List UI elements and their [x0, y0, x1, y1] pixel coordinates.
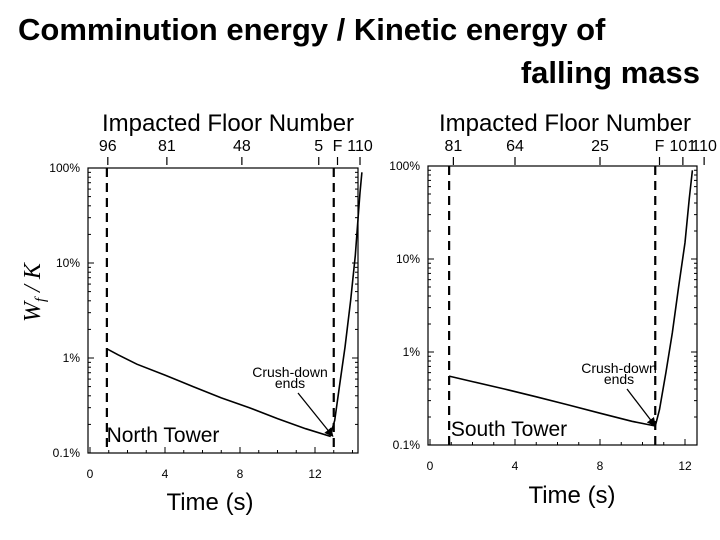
floor-tick-label: 64 [506, 138, 524, 155]
crush-down-annotation: Crush-down ends [581, 360, 656, 387]
x-tick-label: 8 [237, 467, 244, 481]
x-tick-label: 12 [308, 467, 322, 481]
plot-frame [87, 167, 359, 454]
floor-tick-label: 48 [233, 138, 251, 155]
y-tick-label: 1% [403, 345, 421, 359]
x-tick-label: 4 [162, 467, 169, 481]
y-tick-label: 100% [389, 159, 420, 173]
floor-tick-label: 110 [691, 138, 717, 155]
y-tick-label: 100% [49, 161, 80, 175]
plot-frame [427, 165, 698, 446]
x-tick-label: 12 [678, 459, 692, 473]
x-tick-label: 4 [512, 459, 519, 473]
panel-label: South Tower [451, 418, 567, 441]
annotation-arrow [297, 392, 334, 438]
x-axis-label: Time (s) [166, 489, 253, 516]
y-axis-label: Wf / K [20, 261, 49, 322]
slide-title-line2: falling mass [520, 55, 700, 90]
top-axis-label: Impacted Floor Number [102, 110, 354, 137]
y-tick-label: 0.1% [393, 438, 421, 452]
chart-panel-south: 0.1% 1% 10% 100% 0 4 8 12 81 64 25 F 101110Impacted … [389, 110, 717, 509]
top-axis-label: Impacted Floor Number [439, 110, 691, 137]
floor-tick-label: 101 [670, 138, 697, 155]
floor-tick-label: 110 [347, 138, 373, 155]
floor-tick-label: 81 [444, 138, 462, 155]
y-tick-label: 10% [56, 256, 80, 270]
panel-label: North Tower [107, 424, 220, 447]
floor-tick-label: 5 [314, 138, 323, 155]
x-tick-label: 0 [87, 467, 94, 481]
data-series-line [106, 172, 363, 438]
y-tick-label: 1% [63, 351, 81, 365]
floor-tick-label: F [333, 138, 343, 155]
annotation-arrow [626, 388, 656, 427]
y-tick-label: 0.1% [53, 446, 81, 460]
slide-title: Comminution energy / Kinetic energy of f… [0, 8, 700, 94]
crush-down-annotation: Crush-down ends [252, 364, 327, 391]
floor-tick-label: 25 [591, 138, 609, 155]
slide-title-line1: Comminution energy / Kinetic energy of [18, 12, 606, 47]
y-tick-label: 10% [396, 252, 420, 266]
x-tick-label: 0 [427, 459, 434, 473]
floor-tick-label: 96 [99, 138, 117, 155]
data-series-line [448, 170, 694, 427]
floor-tick-label: 81 [158, 138, 176, 155]
x-axis-label: Time (s) [528, 482, 615, 509]
floor-tick-label: F [655, 138, 665, 155]
x-tick-label: 8 [597, 459, 604, 473]
